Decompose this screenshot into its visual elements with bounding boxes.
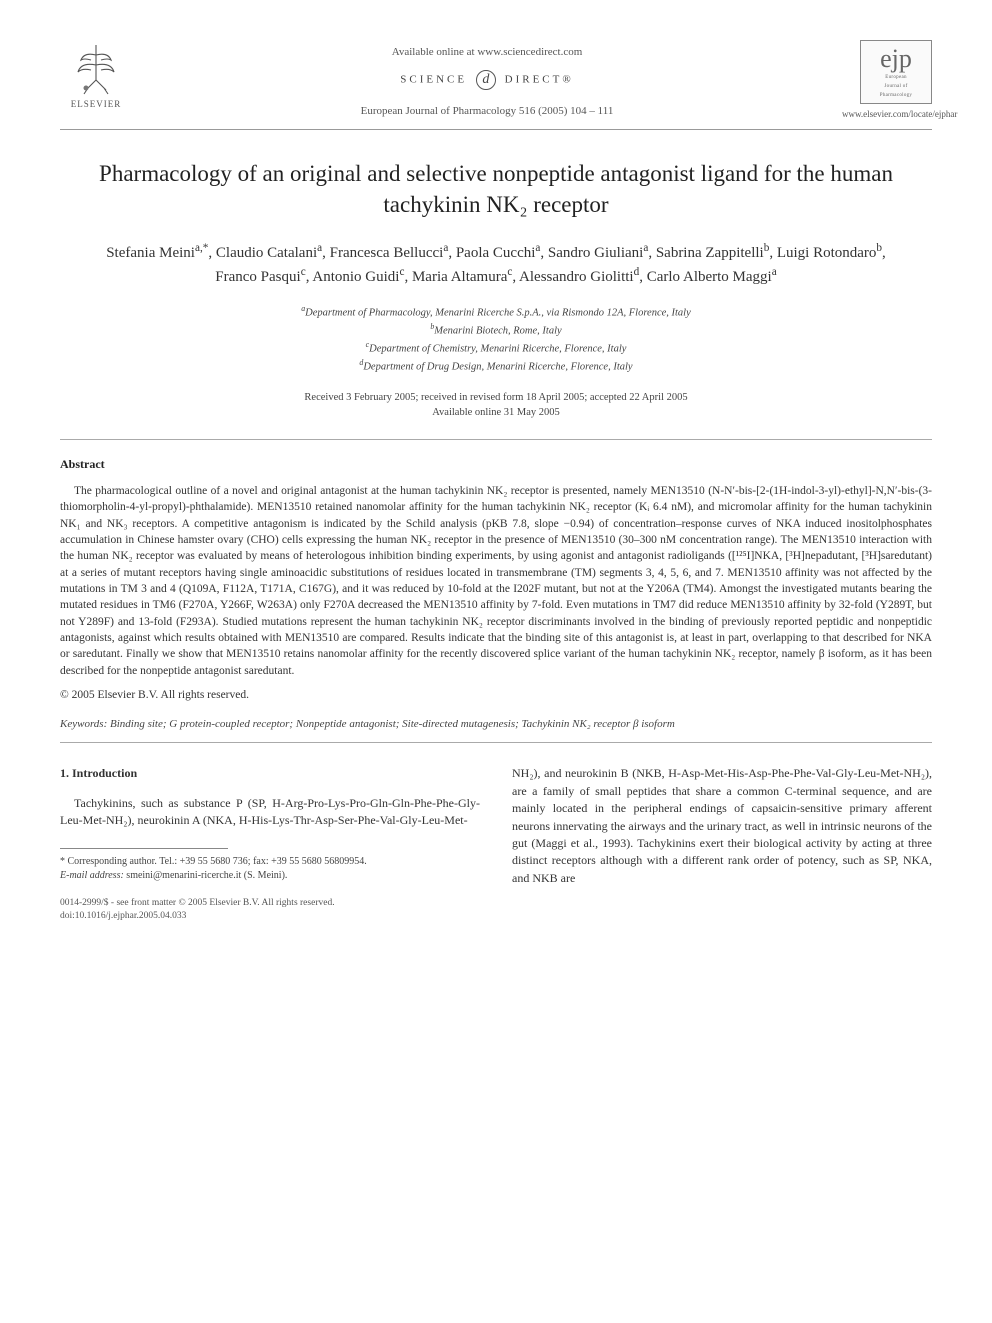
- header-divider: [60, 129, 932, 130]
- abstract-top-divider: [60, 439, 932, 440]
- affiliation-c: cDepartment of Chemistry, Menarini Ricer…: [60, 339, 932, 357]
- intro-paragraph-right: NH₂), and neurokinin B (NKB, H-Asp-Met-H…: [512, 765, 932, 887]
- elsevier-tree-icon: [66, 40, 126, 95]
- keywords-text: Binding site; G protein-coupled receptor…: [110, 718, 675, 730]
- intro-heading: 1. Introduction: [60, 765, 480, 782]
- ejp-sub3: Pharmacology: [880, 92, 912, 99]
- ejp-sub2: Journal of: [884, 83, 907, 90]
- intro-paragraph-left: Tachykinins, such as substance P (SP, H-…: [60, 795, 480, 830]
- column-left: 1. Introduction Tachykinins, such as sub…: [60, 765, 480, 923]
- affiliation-a: aDepartment of Pharmacology, Menarini Ri…: [60, 303, 932, 321]
- sd-left: SCIENCE: [400, 74, 467, 86]
- email-label: E-mail address:: [60, 870, 124, 881]
- journal-logo: ejp European Journal of Pharmacology www…: [842, 40, 932, 121]
- sd-right: DIRECT®: [505, 74, 574, 86]
- article-dates: Received 3 February 2005; received in re…: [60, 390, 932, 422]
- header-center: Available online at www.sciencedirect.co…: [132, 40, 842, 120]
- email-footnote: E-mail address: smeini@menarini-ricerche…: [60, 869, 480, 883]
- ejp-box-icon: ejp European Journal of Pharmacology: [860, 40, 932, 104]
- elsevier-logo: ELSEVIER: [60, 40, 132, 120]
- affiliation-b: bMenarini Biotech, Rome, Italy: [60, 321, 932, 339]
- journal-reference: European Journal of Pharmacology 516 (20…: [132, 104, 842, 119]
- page-header: ELSEVIER Available online at www.science…: [60, 40, 932, 121]
- corresponding-author-footnote: * Corresponding author. Tel.: +39 55 568…: [60, 855, 480, 869]
- keywords-label: Keywords:: [60, 718, 107, 730]
- abstract-text: The pharmacological outline of a novel a…: [60, 483, 932, 679]
- affiliations: aDepartment of Pharmacology, Menarini Ri…: [60, 303, 932, 376]
- available-online-text: Available online at www.sciencedirect.co…: [132, 45, 842, 60]
- footer-line-2: doi:10.1016/j.ejphar.2005.04.033: [60, 910, 480, 923]
- ejp-main-label: ejp: [880, 46, 912, 72]
- abstract-bottom-divider: [60, 742, 932, 743]
- available-date: Available online 31 May 2005: [60, 405, 932, 421]
- copyright-line: © 2005 Elsevier B.V. All rights reserved…: [60, 687, 932, 703]
- science-direct-logo: SCIENCE d DIRECT®: [132, 70, 842, 90]
- footnote-divider: [60, 848, 228, 849]
- email-value: smeini@menarini-ricerche.it (S. Meini).: [126, 870, 287, 881]
- affiliation-d: dDepartment of Drug Design, Menarini Ric…: [60, 357, 932, 375]
- keywords: Keywords: Binding site; G protein-couple…: [60, 717, 932, 732]
- footer-line-1: 0014-2999/$ - see front matter © 2005 El…: [60, 897, 480, 910]
- journal-url: www.elsevier.com/locate/ejphar: [842, 108, 932, 121]
- author-list: Stefania Meinia,*, Claudio Catalania, Fr…: [60, 240, 932, 289]
- article-title: Pharmacology of an original and selectiv…: [60, 158, 932, 220]
- body-columns: 1. Introduction Tachykinins, such as sub…: [60, 765, 932, 923]
- elsevier-label: ELSEVIER: [71, 98, 122, 111]
- ejp-sub1: European: [885, 74, 907, 81]
- column-right: NH₂), and neurokinin B (NKB, H-Asp-Met-H…: [512, 765, 932, 923]
- sd-symbol-icon: d: [476, 70, 496, 90]
- abstract-heading: Abstract: [60, 456, 932, 473]
- received-date: Received 3 February 2005; received in re…: [60, 390, 932, 406]
